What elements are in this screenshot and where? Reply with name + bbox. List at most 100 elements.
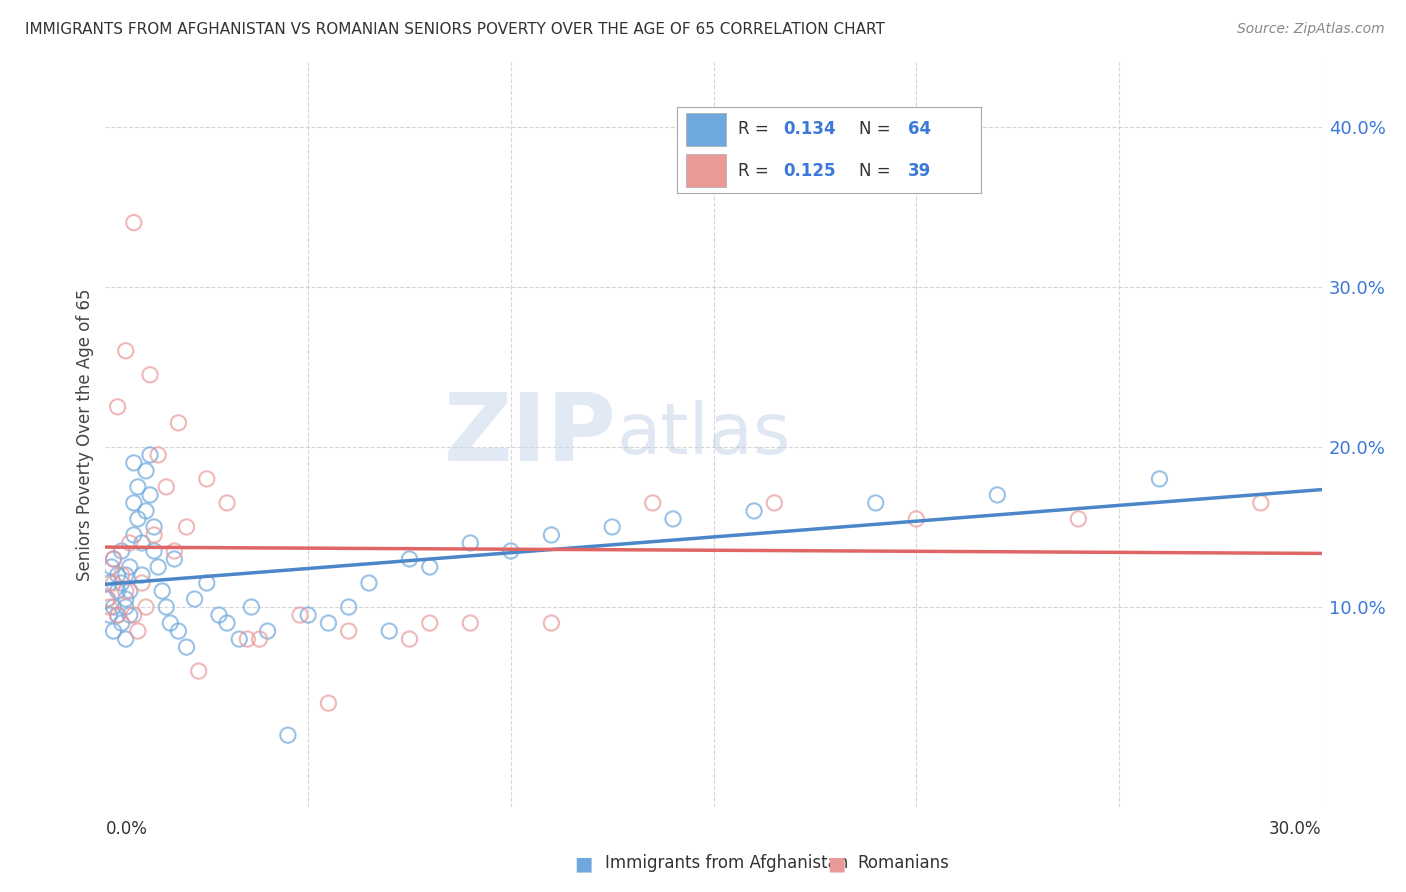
- Point: [103, 600, 125, 615]
- Point: [103, 576, 125, 591]
- Text: ■: ■: [827, 854, 846, 873]
- Point: [167, 416, 190, 430]
- Point: [337, 624, 360, 638]
- Point: [228, 632, 250, 646]
- Point: [98, 608, 121, 623]
- Point: [122, 528, 145, 542]
- Point: [114, 568, 136, 582]
- Point: [131, 568, 153, 582]
- Point: [458, 536, 481, 550]
- Point: [865, 496, 887, 510]
- Point: [499, 544, 522, 558]
- Point: [662, 512, 685, 526]
- Point: [146, 448, 169, 462]
- Point: [277, 728, 299, 742]
- Point: [114, 343, 136, 358]
- Point: [1250, 496, 1272, 510]
- Text: ZIP: ZIP: [443, 389, 616, 481]
- Text: atlas: atlas: [616, 401, 790, 469]
- Point: [240, 600, 263, 615]
- Text: N =: N =: [859, 161, 897, 179]
- Point: [139, 488, 162, 502]
- Point: [183, 592, 205, 607]
- Point: [150, 584, 173, 599]
- Point: [111, 615, 134, 630]
- Point: [398, 632, 420, 646]
- Point: [118, 584, 141, 599]
- Point: [249, 632, 271, 646]
- Point: [143, 520, 166, 534]
- Text: 0.125: 0.125: [783, 161, 837, 179]
- Point: [398, 552, 420, 566]
- Point: [103, 624, 125, 638]
- Point: [98, 576, 121, 591]
- Point: [986, 488, 1008, 502]
- Point: [763, 496, 786, 510]
- Y-axis label: Seniors Poverty Over the Age of 65: Seniors Poverty Over the Age of 65: [76, 289, 94, 581]
- Point: [107, 400, 129, 414]
- Text: N =: N =: [859, 120, 897, 138]
- Point: [318, 696, 340, 710]
- Point: [103, 552, 125, 566]
- Point: [236, 632, 259, 646]
- Point: [135, 464, 157, 478]
- Bar: [686, 154, 725, 186]
- Point: [114, 584, 136, 599]
- Point: [111, 544, 134, 558]
- Point: [187, 664, 209, 678]
- Text: 0.0%: 0.0%: [105, 820, 148, 838]
- Point: [318, 615, 340, 630]
- Point: [127, 480, 149, 494]
- Text: Immigrants from Afghanistan: Immigrants from Afghanistan: [605, 855, 848, 872]
- Point: [378, 624, 401, 638]
- Point: [195, 576, 218, 591]
- Point: [1067, 512, 1090, 526]
- Point: [107, 568, 129, 582]
- Point: [98, 600, 121, 615]
- Text: Romanians: Romanians: [858, 855, 949, 872]
- Point: [114, 600, 136, 615]
- Point: [122, 608, 145, 623]
- Point: [111, 576, 134, 591]
- Point: [208, 608, 231, 623]
- Point: [100, 560, 122, 574]
- Point: [256, 624, 278, 638]
- Point: [143, 528, 166, 542]
- Point: [217, 496, 239, 510]
- Point: [159, 615, 181, 630]
- Point: [540, 615, 562, 630]
- Point: [107, 584, 129, 599]
- Point: [357, 576, 380, 591]
- Point: [146, 560, 169, 574]
- Point: [641, 496, 664, 510]
- Point: [155, 480, 177, 494]
- Point: [155, 600, 177, 615]
- Point: [111, 568, 134, 582]
- Text: IMMIGRANTS FROM AFGHANISTAN VS ROMANIAN SENIORS POVERTY OVER THE AGE OF 65 CORRE: IMMIGRANTS FROM AFGHANISTAN VS ROMANIAN …: [25, 22, 886, 37]
- Point: [122, 216, 145, 230]
- Point: [143, 544, 166, 558]
- Point: [96, 592, 118, 607]
- Point: [176, 520, 198, 534]
- Point: [337, 600, 360, 615]
- Point: [600, 520, 623, 534]
- Bar: [686, 113, 725, 145]
- Point: [118, 608, 141, 623]
- Point: [288, 608, 311, 623]
- Point: [458, 615, 481, 630]
- Point: [297, 608, 319, 623]
- Point: [127, 512, 149, 526]
- Point: [118, 560, 141, 574]
- Point: [135, 600, 157, 615]
- Point: [114, 592, 136, 607]
- Point: [103, 552, 125, 566]
- Point: [419, 615, 441, 630]
- Point: [139, 368, 162, 382]
- Point: [540, 528, 562, 542]
- Point: [195, 472, 218, 486]
- Text: ■: ■: [574, 854, 593, 873]
- Text: 0.134: 0.134: [783, 120, 837, 138]
- Point: [107, 608, 129, 623]
- Point: [131, 576, 153, 591]
- Point: [163, 544, 186, 558]
